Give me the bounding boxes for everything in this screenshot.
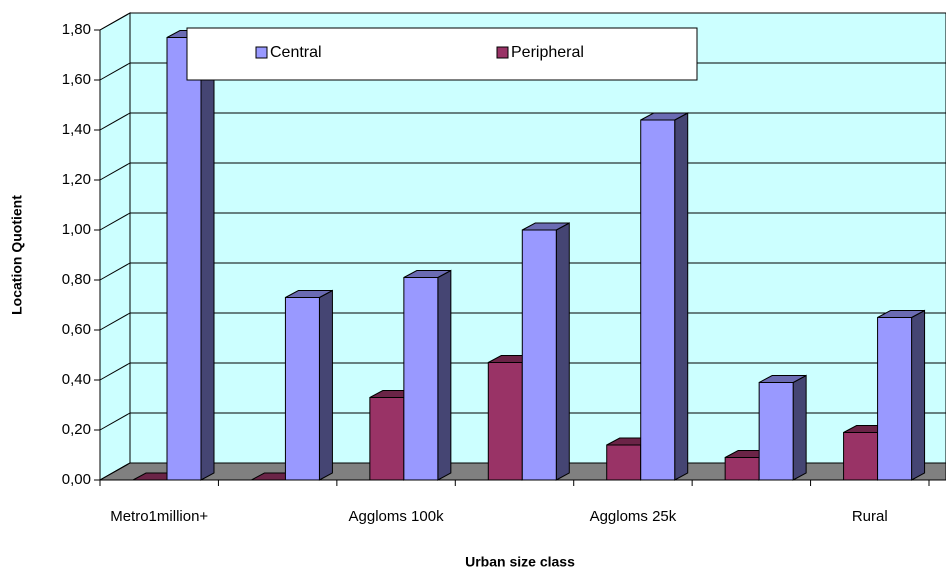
grid-line [99, 62, 131, 81]
y-tick-label: 0,00 [62, 471, 91, 488]
bar-side [437, 269, 452, 481]
x-tick-label: Rural [852, 508, 888, 525]
bar [724, 457, 760, 481]
grid-line [99, 112, 131, 131]
bar [284, 297, 320, 481]
legend-swatch [255, 46, 268, 59]
grid-line [99, 362, 131, 381]
y-tick-label: 1,00 [62, 221, 91, 238]
legend-swatch [496, 46, 509, 59]
bar-side [318, 289, 333, 481]
bar [640, 119, 676, 481]
y-tick-label: 0,60 [62, 321, 91, 338]
grid-line [99, 12, 131, 31]
y-tick-label: 0,40 [62, 371, 91, 388]
grid-line [99, 162, 131, 181]
grid-line [99, 262, 131, 281]
bar [843, 432, 879, 481]
bar [403, 277, 439, 481]
legend-label: Central [270, 44, 322, 61]
bar [521, 229, 557, 481]
x-tick-label: Aggloms 25k [590, 508, 677, 525]
x-axis-title: Urban size class [465, 554, 575, 570]
bar [758, 382, 794, 481]
legend-label: Peripheral [511, 44, 584, 61]
bar-side [674, 112, 689, 481]
bar [166, 37, 202, 481]
side-wall [99, 12, 131, 481]
y-tick-label: 1,40 [62, 121, 91, 138]
grid-line [99, 312, 131, 331]
bar [369, 397, 405, 481]
x-tick-label: Metro1million+ [110, 508, 208, 525]
bar-side [200, 29, 215, 481]
grid-line [99, 462, 131, 481]
legend [186, 27, 698, 81]
y-tick-label: 1,20 [62, 171, 91, 188]
grid-line [99, 412, 131, 431]
y-axis-title: Location Quotient [9, 195, 25, 315]
bar [487, 362, 523, 481]
bar-side [911, 309, 926, 481]
bar-side [792, 374, 807, 481]
bar-side [555, 222, 570, 481]
bar [606, 444, 642, 481]
y-tick-label: 1,80 [62, 21, 91, 38]
x-tick-label: Aggloms 100k [349, 508, 445, 525]
bar [877, 317, 913, 481]
y-tick-label: 1,60 [62, 71, 91, 88]
y-tick-label: 0,80 [62, 271, 91, 288]
grid-line [99, 212, 131, 231]
y-tick-label: 0,20 [62, 421, 91, 438]
